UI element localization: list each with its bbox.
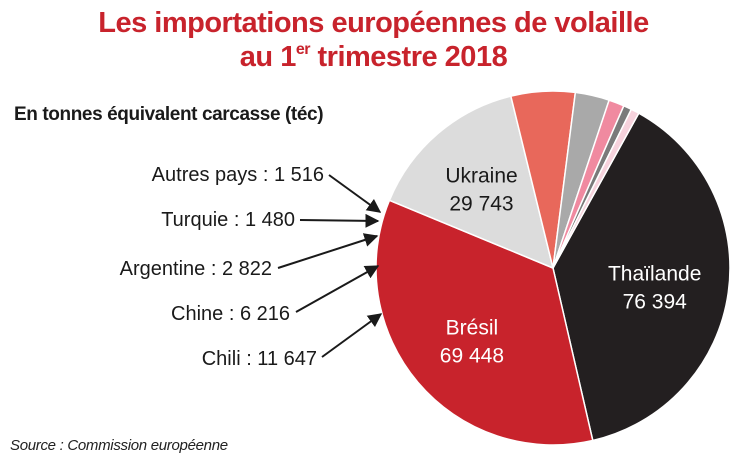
- pie-label-thailande: Thaïlande 76 394: [608, 262, 701, 313]
- pie-label-chine: Chine : 6 216: [171, 303, 290, 325]
- pie-label-turquie: Turquie : 1 480: [161, 209, 295, 231]
- chart-subtitle: En tonnes équivalent carcasse (téc): [14, 104, 324, 125]
- pie-label-bresil: Brésil 69 448: [440, 317, 504, 368]
- pie-slice-bresil: [375, 199, 594, 446]
- chart-title-line2: au 1er trimestre 2018: [0, 40, 747, 74]
- callout-arrow-chili: [321, 313, 383, 358]
- chart-title-line1: Les importations européennes de volaille: [98, 7, 649, 39]
- chart-title: Les importations européennes de volaille…: [0, 6, 747, 74]
- callout-arrow-chine: [295, 265, 380, 313]
- pie-slice-thailande: [552, 112, 731, 442]
- pie-label-argentine: Argentine : 2 822: [120, 258, 272, 280]
- callout-arrow-autres: [328, 174, 382, 213]
- pie-label-ukraine: Ukraine 29 743: [445, 165, 517, 216]
- callout-arrow-turquie: [299, 213, 380, 228]
- pie-callout-arrows: [277, 174, 383, 358]
- callout-arrow-argentine: [277, 233, 379, 269]
- pie-label-chili: Chili : 11 647: [202, 348, 317, 370]
- title-suffix: trimestre 2018: [309, 41, 508, 73]
- title-prefix: au 1: [239, 41, 297, 73]
- pie-slice-ukraine: [388, 95, 555, 270]
- source-note: Source : Commission européenne: [10, 437, 228, 454]
- title-superscript: er: [295, 41, 311, 58]
- pie-label-autres: Autres pays : 1 516: [152, 164, 324, 186]
- pie-slices: [375, 90, 731, 446]
- pie-slice-autres: [552, 108, 640, 269]
- pie-labels: Thaïlande 76 394 Brésil 69 448 Ukraine 29 743…: [120, 164, 702, 370]
